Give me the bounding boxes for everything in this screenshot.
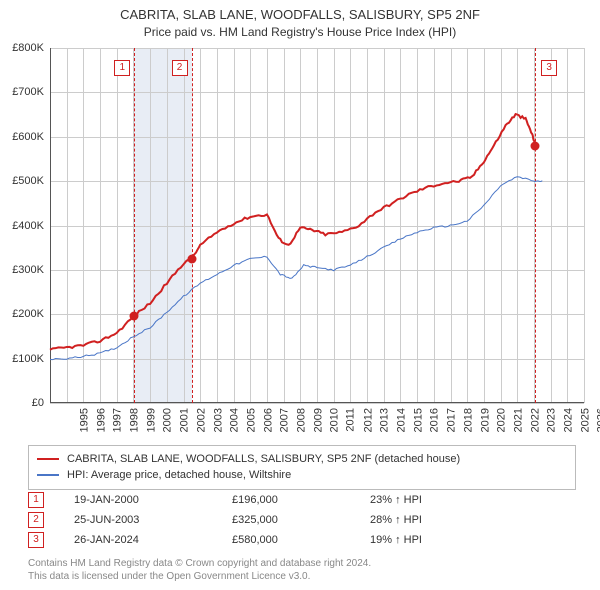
- legend-swatch-1: [37, 474, 59, 476]
- ytick-label: £200K: [12, 308, 44, 320]
- ytick-label: £400K: [12, 220, 44, 232]
- ytick-label: £500K: [12, 175, 44, 187]
- title-line2: Price paid vs. HM Land Registry's House …: [0, 24, 600, 40]
- xtick-label: 2011: [345, 408, 357, 432]
- ytick-label: £300K: [12, 264, 44, 276]
- ytick-label: £100K: [12, 353, 44, 365]
- event-row-2: 3 26-JAN-2024 £580,000 19% ↑ HPI: [28, 532, 576, 548]
- xtick-label: 1996: [95, 408, 107, 432]
- price-paid-line: [50, 114, 535, 350]
- xtick-label: 2004: [229, 408, 241, 432]
- event-date-0: 19-JAN-2000: [74, 494, 184, 506]
- event-row-0: 1 19-JAN-2000 £196,000 23% ↑ HPI: [28, 492, 576, 508]
- xtick-label: 2018: [462, 408, 474, 432]
- ytick-label: £800K: [12, 42, 44, 54]
- xtick-label: 2016: [429, 408, 441, 432]
- event-box-1: 2: [28, 512, 44, 528]
- events-block: 1 19-JAN-2000 £196,000 23% ↑ HPI 2 25-JU…: [28, 492, 576, 552]
- gridline-h: [50, 403, 584, 404]
- xtick-label: 2009: [312, 408, 324, 432]
- xtick-label: 1999: [145, 408, 157, 432]
- xtick-label: 2025: [579, 408, 591, 432]
- event-row-1: 2 25-JUN-2003 £325,000 28% ↑ HPI: [28, 512, 576, 528]
- legend-item-1: HPI: Average price, detached house, Wilt…: [37, 467, 567, 483]
- xtick-label: 2021: [512, 408, 524, 432]
- xtick-label: 2019: [479, 408, 491, 432]
- xtick-label: 2006: [262, 408, 274, 432]
- hpi-line: [50, 177, 542, 360]
- event-pct-1: 28% ↑ HPI: [370, 514, 422, 526]
- xtick-label: 2000: [162, 408, 174, 432]
- xtick-label: 2017: [446, 408, 458, 432]
- legend-label-1: HPI: Average price, detached house, Wilt…: [67, 467, 291, 483]
- plot-area: £0£100K£200K£300K£400K£500K£600K£700K£80…: [50, 48, 584, 403]
- footer: Contains HM Land Registry data © Crown c…: [28, 558, 576, 583]
- xtick-label: 2007: [279, 408, 291, 432]
- footer-line1: Contains HM Land Registry data © Crown c…: [28, 558, 576, 571]
- xtick-label: 2005: [245, 408, 257, 432]
- event-price-2: £580,000: [232, 534, 322, 546]
- event-price-1: £325,000: [232, 514, 322, 526]
- xtick-label: 2020: [496, 408, 508, 432]
- xtick-label: 2001: [179, 408, 191, 432]
- xtick-label: 2012: [362, 408, 374, 432]
- chart-title: CABRITA, SLAB LANE, WOODFALLS, SALISBURY…: [0, 0, 600, 40]
- xtick-label: 1997: [112, 408, 124, 432]
- xtick-label: 2003: [212, 408, 224, 432]
- xtick-label: 1998: [129, 408, 141, 432]
- event-pct-0: 23% ↑ HPI: [370, 494, 422, 506]
- xtick-label: 2024: [562, 408, 574, 432]
- xtick-label: 2013: [379, 408, 391, 432]
- event-price-0: £196,000: [232, 494, 322, 506]
- event-pct-2: 19% ↑ HPI: [370, 534, 422, 546]
- xtick-label: 2010: [329, 408, 341, 432]
- xtick-label: 2022: [529, 408, 541, 432]
- legend-swatch-0: [37, 458, 59, 460]
- legend: CABRITA, SLAB LANE, WOODFALLS, SALISBURY…: [28, 445, 576, 490]
- title-line1: CABRITA, SLAB LANE, WOODFALLS, SALISBURY…: [0, 6, 600, 24]
- xtick-label: 2014: [396, 408, 408, 432]
- xtick-label: 1995: [78, 408, 90, 432]
- event-box-2: 3: [28, 532, 44, 548]
- gridline-v: [584, 48, 585, 403]
- xtick-label: 2026: [596, 408, 600, 432]
- legend-label-0: CABRITA, SLAB LANE, WOODFALLS, SALISBURY…: [67, 451, 460, 467]
- event-date-2: 26-JAN-2024: [74, 534, 184, 546]
- ytick-label: £600K: [12, 131, 44, 143]
- ytick-label: £0: [32, 397, 44, 409]
- event-date-1: 25-JUN-2003: [74, 514, 184, 526]
- footer-line2: This data is licensed under the Open Gov…: [28, 571, 576, 584]
- line-layer: [50, 48, 584, 403]
- xtick-label: 2008: [295, 408, 307, 432]
- legend-item-0: CABRITA, SLAB LANE, WOODFALLS, SALISBURY…: [37, 451, 567, 467]
- xtick-label: 2015: [412, 408, 424, 432]
- ytick-label: £700K: [12, 86, 44, 98]
- xtick-label: 2023: [546, 408, 558, 432]
- event-box-0: 1: [28, 492, 44, 508]
- xtick-label: 2002: [195, 408, 207, 432]
